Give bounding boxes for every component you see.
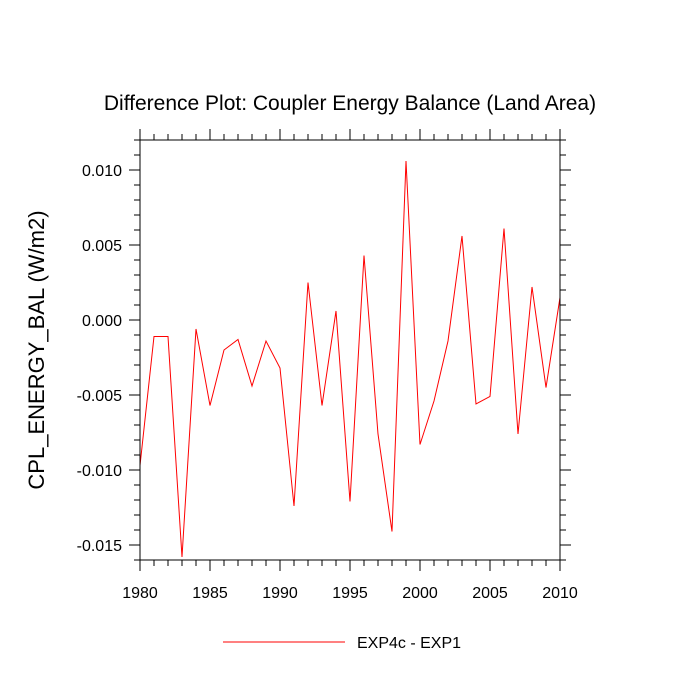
y-tick-label: -0.010 [77, 463, 122, 480]
y-tick-label: 0.005 [82, 238, 122, 255]
x-tick-label: 1990 [262, 585, 298, 602]
x-tick-label: 2005 [472, 585, 508, 602]
y-tick-label: 0.000 [82, 313, 122, 330]
legend: EXP4c - EXP1 [223, 635, 461, 652]
series-line-0 [139, 160, 561, 558]
plot-frame [139, 139, 561, 561]
tick-labels: 1980 1985 1990 1995 2000 2005 2010 0.010 0.005 0.… [77, 163, 578, 602]
axis-ticks [129, 129, 571, 571]
x-tick-label: 1985 [192, 585, 228, 602]
x-tick-label: 1995 [332, 585, 368, 602]
y-tick-label: -0.015 [77, 538, 122, 555]
chart-title: Difference Plot: Coupler Energy Balance … [104, 92, 596, 115]
y-axis-label: CPL_ENERGY_BAL (W/m2) [24, 210, 49, 489]
y-tick-label: 0.010 [82, 163, 122, 180]
y-tick-label: -0.005 [77, 388, 122, 405]
series-lines [139, 160, 561, 558]
x-tick-label: 1980 [122, 585, 158, 602]
x-tick-label: 2010 [542, 585, 578, 602]
x-tick-label: 2000 [402, 585, 438, 602]
legend-label: EXP4c - EXP1 [357, 635, 461, 652]
